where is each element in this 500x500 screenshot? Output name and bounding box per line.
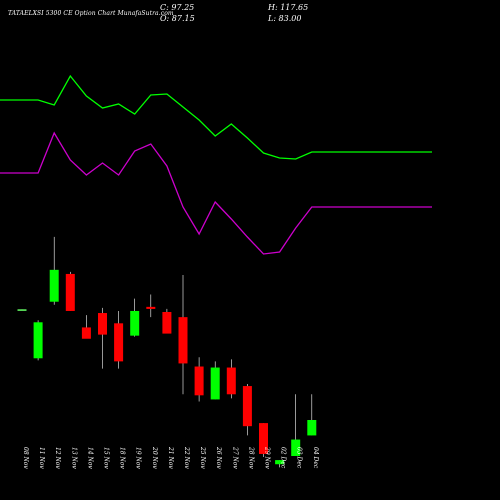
candle (81, 315, 91, 339)
x-tick-label: 12 Nov (54, 447, 61, 469)
candle-body (275, 460, 285, 465)
candle-body (242, 386, 252, 427)
candle-body (114, 323, 124, 362)
x-axis-ticks: 08 Nov 11 Nov 12 Nov 13 Nov 14 Nov 15 Nov 18 N… (22, 446, 319, 469)
candle-body (259, 423, 268, 454)
upper-band-line (0, 74, 432, 160)
lower-band-line (0, 131, 432, 255)
candle (242, 384, 252, 436)
x-tick-label: 13 Nov (70, 447, 77, 469)
candle-body (178, 317, 188, 364)
x-tick-label: 02 Dec (280, 447, 287, 469)
candle (259, 423, 268, 458)
indicator-lines (0, 74, 432, 255)
x-tick-label: 04 Dec (312, 447, 319, 469)
candle-body (194, 366, 204, 396)
high-value: H: 117.65 (268, 3, 309, 12)
x-tick-label: 27 Nov (231, 446, 238, 469)
candle (33, 320, 43, 361)
chart-title: TATAELXSI 5300 CE Option Chart MunafaSut… (8, 10, 174, 17)
x-tick-label: 14 Nov (86, 447, 93, 469)
candle (130, 298, 140, 337)
candle (49, 236, 59, 305)
x-tick-label: 22 Nov (183, 446, 190, 469)
candle-body (17, 309, 27, 311)
x-tick-label: 11 Nov (38, 447, 45, 469)
candles (17, 236, 317, 468)
candle (17, 309, 27, 311)
x-tick-label: 29 Nov (264, 446, 271, 469)
x-tick-label: 25 Nov (199, 446, 206, 469)
x-tick-label: 19 Nov (135, 447, 142, 469)
candle (291, 394, 301, 456)
candle-body (33, 322, 43, 359)
candle-body (130, 310, 140, 336)
candle (146, 294, 156, 318)
candle (98, 307, 107, 369)
candle (307, 394, 317, 436)
candle-body (210, 367, 220, 400)
low-value: L: 83.00 (268, 14, 302, 23)
candle (114, 310, 124, 369)
open-value: O: 87.15 (160, 14, 195, 23)
candle (275, 460, 285, 468)
candle-body (146, 306, 156, 309)
candle-body (98, 313, 107, 335)
candle-body (226, 367, 236, 395)
candle-body (291, 439, 301, 456)
x-tick-label: 03 Dec (296, 447, 303, 469)
candle-body (307, 420, 317, 436)
x-tick-label: 08 Nov (22, 447, 29, 469)
candle (178, 274, 188, 395)
candle-body (81, 327, 91, 339)
x-tick-label: 15 Nov (103, 447, 110, 469)
candle (226, 359, 236, 399)
x-tick-label: 26 Nov (215, 446, 222, 469)
candle-body (49, 269, 59, 302)
candle (65, 271, 75, 311)
x-tick-label: 18 Nov (119, 447, 126, 469)
x-tick-label: 20 Nov (151, 446, 158, 469)
candle (162, 308, 172, 334)
x-tick-label: 28 Nov (247, 446, 254, 469)
candle-body (65, 273, 75, 311)
candle (194, 357, 204, 402)
candle (210, 361, 220, 400)
candle-body (162, 312, 172, 334)
x-tick-label: 21 Nov (167, 446, 174, 469)
close-value: C: 97.25 (160, 3, 195, 12)
